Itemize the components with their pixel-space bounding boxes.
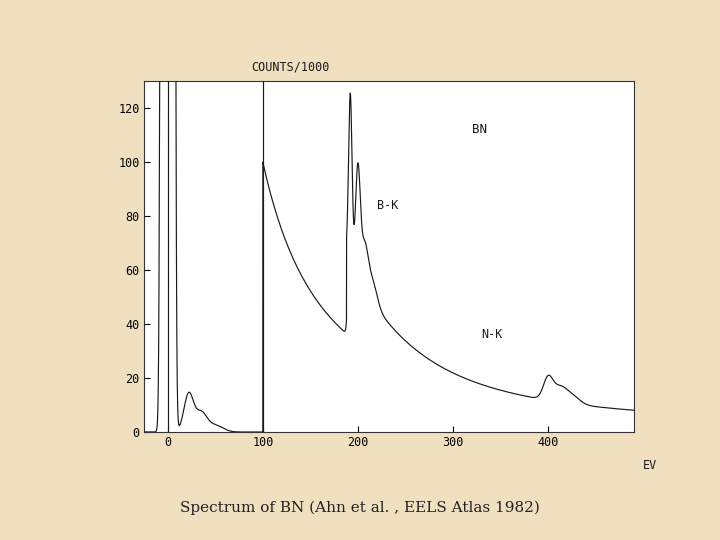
Text: Spectrum of BN (Ahn et al. , EELS Atlas 1982): Spectrum of BN (Ahn et al. , EELS Atlas … (180, 501, 540, 515)
Text: BN: BN (472, 123, 487, 136)
Text: COUNTS/1000: COUNTS/1000 (252, 61, 330, 74)
Text: EV: EV (643, 459, 657, 472)
Text: B-K: B-K (377, 199, 398, 212)
Text: N-K: N-K (482, 328, 503, 341)
